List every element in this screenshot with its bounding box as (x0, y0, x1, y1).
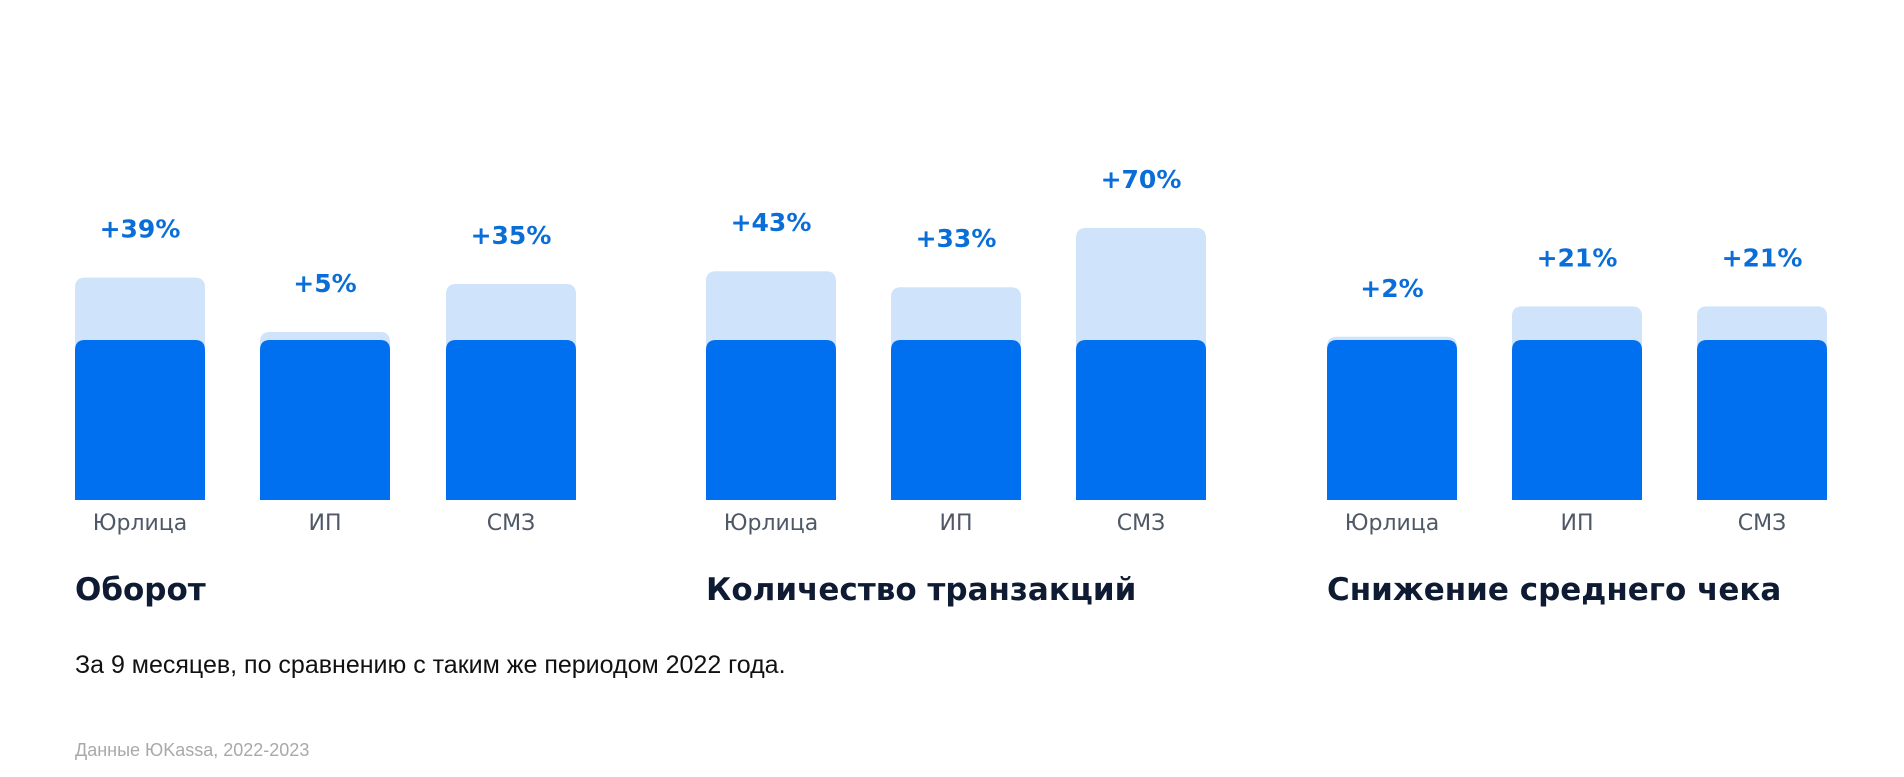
bar-base (1327, 340, 1457, 500)
bar-base (706, 340, 836, 500)
data-label: +2% (1360, 274, 1423, 303)
data-label: +5% (293, 269, 356, 298)
category-label: СМЗ (1117, 511, 1165, 536)
category-label: СМЗ (487, 511, 535, 536)
chart-title: Оборот (75, 572, 206, 608)
bar-base (1512, 340, 1642, 500)
bar-base (446, 340, 576, 500)
category-label: СМЗ (1738, 511, 1786, 536)
category-label: Юрлица (1345, 511, 1440, 536)
bar-base (891, 340, 1021, 500)
bar-base (260, 340, 390, 500)
data-label: +39% (100, 215, 181, 244)
chart-group-1: +39% Юрлица +5% ИП +35% СМЗ Оборот (75, 215, 576, 608)
data-label: +21% (1537, 243, 1618, 272)
category-label: ИП (940, 511, 973, 536)
data-label: +43% (731, 208, 812, 237)
bar-base (1697, 340, 1827, 500)
category-label: ИП (1561, 511, 1594, 536)
source-note: Данные ЮKassa, 2022-2023 (75, 740, 310, 760)
chart-title: Количество транзакций (706, 572, 1136, 608)
bar-base (75, 340, 205, 500)
category-label: Юрлица (93, 511, 188, 536)
data-label: +33% (916, 224, 997, 253)
category-label: Юрлица (724, 511, 819, 536)
data-label: +70% (1101, 165, 1182, 194)
data-label: +35% (471, 221, 552, 250)
bar-base (1076, 340, 1206, 500)
footnote: За 9 месяцев, по сравнению с таким же пе… (75, 651, 786, 679)
chart-title: Снижение среднего чека (1327, 572, 1781, 608)
chart-group-3: +2% Юрлица +21% ИП +21% СМЗ Снижение среднего … (1327, 243, 1827, 608)
data-label: +21% (1722, 243, 1803, 272)
chart-group-2: +43% Юрлица +33% ИП +70% СМЗ Количество транза… (706, 165, 1206, 608)
category-label: ИП (309, 511, 342, 536)
